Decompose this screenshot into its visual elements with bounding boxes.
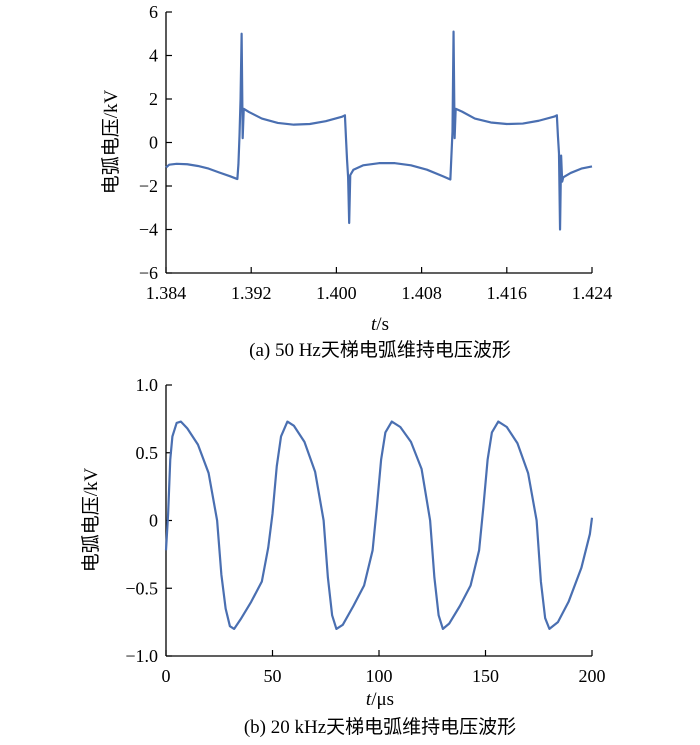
panel-b-x-axis-var: t (366, 689, 372, 710)
panel-a-caption: (a) 50 Hz天梯电弧维持电压波形 (249, 339, 511, 361)
panel-a-y-tick-label: 4 (149, 46, 158, 66)
panel-a-x-tick-label: 1.424 (572, 283, 613, 303)
panel-a-y-tick-label: 0 (149, 133, 158, 153)
panel-b-x-tick-label: 150 (472, 666, 499, 686)
panel-b-caption: (b) 20 kHz天梯电弧维持电压波形 (244, 716, 516, 738)
panel-b-y-tick-label: −0.5 (125, 578, 158, 598)
panel-a-x-tick-label: 1.408 (401, 283, 442, 303)
panel-a: 6 4 2 0 −2 −4 −6 1.384 1.392 1.400 1.408 1.416 1.42… (100, 2, 612, 361)
panel-b-y-axis-title: 电弧电压/kV (80, 467, 102, 572)
panel-a-x-tick-label: 1.416 (487, 283, 528, 303)
panel-b-y-tick-label: 0.5 (136, 443, 159, 463)
panel-b-y-tick-label: 1.0 (136, 375, 159, 395)
panel-a-y-ticks: 6 4 2 0 −2 −4 −6 (139, 2, 172, 283)
panel-b-x-tick-label: 200 (579, 666, 606, 686)
panel-a-y-axis-title: 电弧电压/kV (100, 89, 122, 194)
panel-a-x-tick-label: 1.384 (146, 283, 187, 303)
panel-b-x-tick-label: 100 (366, 666, 393, 686)
panel-a-x-tick-label: 1.392 (231, 283, 272, 303)
panel-a-y-tick-label: 2 (149, 89, 158, 109)
panel-b-series-line (164, 420, 594, 631)
panel-a-x-axis-unit: /s (376, 314, 389, 335)
panel-b-x-tick-label: 50 (264, 666, 282, 686)
panel-b-y-ticks: 1.0 0.5 0 −0.5 −1.0 (125, 375, 172, 666)
panel-b-y-tick-label: −1.0 (125, 646, 158, 666)
panel-b-x-tick-label: 0 (162, 666, 171, 686)
panel-a-x-axis-title: t/s (371, 314, 389, 335)
panel-b-x-axis-unit: /μs (371, 689, 394, 710)
panel-a-x-ticks: 1.384 1.392 1.400 1.408 1.416 1.424 (146, 267, 613, 303)
panel-a-x-tick-label: 1.400 (316, 283, 357, 303)
panel-a-y-tick-label: −6 (139, 263, 158, 283)
panel-b: 1.0 0.5 0 −0.5 −1.0 0 50 100 150 200 电弧电压/kV t/μ… (80, 375, 606, 738)
panel-b-x-ticks: 0 50 100 150 200 (162, 650, 606, 686)
panel-b-y-tick-label: 0 (149, 511, 158, 531)
panel-a-y-tick-label: −4 (139, 220, 158, 240)
panel-a-x-axis-var: t (371, 314, 377, 335)
panel-b-x-axis-title: t/μs (366, 689, 394, 710)
panel-a-y-tick-label: 6 (149, 2, 158, 22)
panel-a-series-line (165, 30, 593, 231)
panel-a-y-tick-label: −2 (139, 176, 158, 196)
